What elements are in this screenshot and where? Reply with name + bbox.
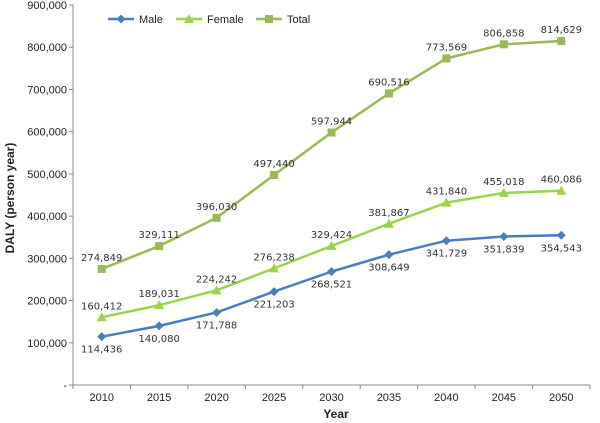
data-point-female: [269, 263, 280, 273]
data-label-female: 224,242: [196, 274, 237, 285]
data-label-male: 354,543: [541, 243, 582, 254]
data-label-female: 189,031: [138, 289, 179, 300]
data-label-male: 171,788: [196, 320, 237, 331]
x-tick-label: 2030: [319, 392, 343, 404]
x-tick-label: 2035: [377, 392, 401, 404]
data-label-total: 597,944: [311, 117, 352, 128]
x-axis-title: Year: [323, 407, 349, 421]
legend-label: Female: [207, 14, 244, 26]
data-point-female: [154, 300, 165, 310]
data-label-total: 814,629: [541, 25, 582, 36]
y-tick-label: 800,000: [27, 42, 67, 54]
data-label-female: 276,238: [253, 252, 294, 263]
data-point-total: [97, 264, 106, 273]
data-point-total: [155, 242, 164, 251]
data-label-female: 460,086: [541, 175, 582, 186]
legend-item-male: Male: [108, 14, 163, 26]
data-point-total: [384, 89, 393, 98]
data-point-total: [327, 128, 336, 137]
data-point-female: [96, 312, 107, 322]
x-tick-label: 2020: [204, 392, 228, 404]
y-tick-label: 200,000: [27, 296, 67, 308]
data-point-male: [327, 267, 336, 277]
data-label-female: 160,412: [81, 301, 122, 312]
y-axis-title: DALY (person year): [3, 143, 17, 254]
y-tick-label: 300,000: [27, 253, 67, 265]
data-point-female: [441, 197, 452, 207]
data-point-female: [326, 240, 337, 250]
data-point-female: [498, 187, 509, 197]
data-point-total: [212, 213, 221, 222]
legend-marker: [184, 14, 194, 23]
data-point-female: [211, 285, 222, 295]
data-label-male: 140,080: [138, 334, 179, 345]
data-label-female: 431,840: [426, 187, 467, 198]
data-label-total: 690,516: [368, 77, 409, 88]
series-female: 160,412 189,031 224,242 276,238 329,424 381,8…: [81, 175, 582, 322]
data-label-male: 341,729: [426, 249, 467, 260]
data-label-total: 329,111: [138, 230, 179, 241]
y-tick-label: 700,000: [27, 84, 67, 96]
legend-label: Total: [287, 14, 310, 26]
data-point-female: [556, 185, 567, 195]
data-label-total: 497,440: [253, 159, 294, 170]
data-label-male: 351,839: [483, 244, 524, 255]
legend-marker: [265, 15, 273, 23]
y-tick-label: 900,000: [27, 0, 67, 12]
data-label-male: 221,203: [253, 300, 294, 311]
legend-item-female: Female: [176, 14, 244, 26]
data-label-total: 806,858: [483, 28, 524, 39]
data-point-male: [441, 236, 451, 246]
data-point-male: [384, 250, 394, 260]
data-point-male: [499, 231, 509, 241]
series-layer: 114,436 140,080 171,788 221,203 268,521 308,6…: [81, 25, 582, 356]
chart-legend: Male Female Total: [108, 14, 310, 26]
x-tick-label: 2015: [147, 392, 171, 404]
y-tick-label: 400,000: [27, 211, 67, 223]
y-tick-label: -: [63, 380, 67, 392]
y-tick-label: 500,000: [27, 169, 67, 181]
data-point-total: [499, 40, 508, 49]
x-tick-label: 2045: [492, 392, 516, 404]
data-label-total: 773,569: [426, 42, 467, 53]
data-label-male: 308,649: [368, 263, 409, 274]
y-tick-label: 100,000: [27, 338, 67, 350]
y-tick-label: 600,000: [27, 127, 67, 139]
data-point-total: [442, 54, 451, 63]
x-tick-label: 2040: [434, 392, 458, 404]
data-label-male: 114,436: [81, 345, 122, 356]
legend-item-total: Total: [256, 14, 310, 26]
data-label-female: 455,018: [483, 177, 524, 188]
data-label-female: 381,867: [368, 208, 409, 219]
data-point-total: [270, 170, 279, 179]
x-tick-label: 2050: [549, 392, 573, 404]
x-tick-label: 2010: [89, 392, 113, 404]
series-total: 274,849 329,111 396,030 497,440 597,944 690,5…: [81, 25, 582, 273]
legend-marker: [116, 14, 126, 24]
x-tick-label: 2025: [262, 392, 286, 404]
data-label-male: 268,521: [311, 280, 352, 291]
data-point-total: [557, 37, 566, 46]
data-point-male: [269, 287, 279, 297]
data-point-female: [383, 218, 394, 228]
data-point-male: [97, 332, 107, 342]
series-male: 114,436 140,080 171,788 221,203 268,521 308,6…: [81, 230, 582, 356]
data-label-female: 329,424: [311, 230, 352, 241]
data-label-total: 396,030: [196, 202, 237, 213]
legend-label: Male: [139, 14, 163, 26]
data-point-male: [556, 230, 566, 240]
data-point-male: [154, 321, 164, 331]
data-point-male: [212, 307, 222, 317]
data-label-total: 274,849: [81, 253, 122, 264]
chart-axes: - 100,000 200,000 300,000 400,000 500,000 600,…: [27, 0, 591, 404]
